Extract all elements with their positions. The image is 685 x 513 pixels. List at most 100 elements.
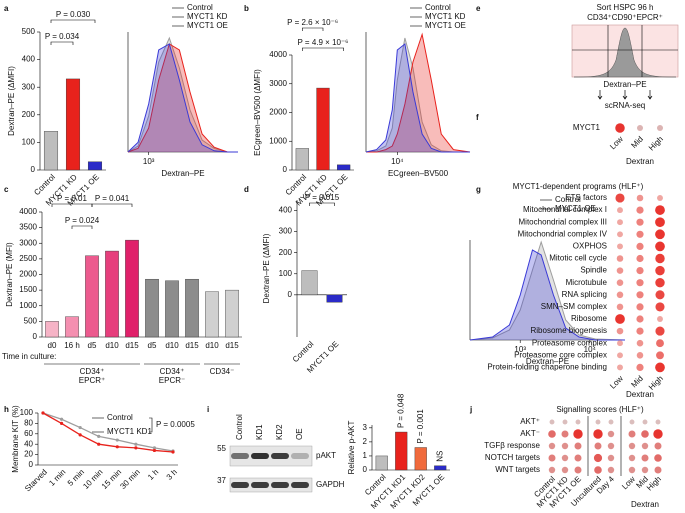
- y-tick-label: 2000: [19, 270, 37, 279]
- y-tick-label: 300: [22, 82, 36, 91]
- x-tick-label: 1 h: [146, 468, 160, 482]
- dot: [594, 442, 602, 450]
- x-tick-label: 1 min: [47, 468, 67, 488]
- dot: [616, 267, 624, 274]
- y-tick-label: 0: [283, 165, 288, 174]
- y-tick-label: 0: [29, 460, 34, 469]
- column-label: High: [645, 475, 663, 493]
- dot: [637, 125, 643, 131]
- dot: [655, 290, 665, 300]
- y-tick-label: 200: [22, 110, 36, 119]
- p-value: P = 4.9 × 10⁻⁶: [298, 38, 349, 47]
- row-label: Protein-folding chaperone binding: [487, 363, 607, 372]
- y-tick-label: 4000: [269, 50, 287, 59]
- band: [231, 453, 249, 459]
- panel-letter: a: [4, 4, 9, 13]
- bar: [301, 270, 318, 296]
- schematic-xlabel: Dextran–PE: [603, 80, 646, 89]
- y-tick-label: 4000: [19, 207, 37, 216]
- bar: [326, 294, 343, 303]
- dot: [656, 339, 664, 348]
- dot: [607, 454, 615, 462]
- dot: [616, 327, 624, 335]
- x-tick-label: 16 h: [64, 341, 80, 350]
- x-tick-label: d15: [125, 341, 139, 350]
- p-value: P = 0.001: [416, 409, 425, 444]
- band: [251, 482, 269, 488]
- density-line: [127, 43, 238, 153]
- dot: [641, 430, 649, 438]
- marker: [59, 417, 64, 421]
- density-line: [366, 32, 471, 153]
- p-value: NS: [435, 451, 444, 462]
- x-tick-label: d0: [48, 341, 57, 350]
- dot: [594, 466, 602, 474]
- dot: [617, 243, 623, 250]
- lane-label: KD1: [255, 424, 264, 440]
- x-axis-label: Dextran–PE: [526, 357, 569, 366]
- x-tick-label: d15: [225, 341, 239, 350]
- dot: [636, 279, 644, 287]
- y-tick-label: 0: [288, 290, 293, 299]
- y-tick-label: 500: [22, 27, 36, 36]
- y-tick-label: 2500: [19, 254, 37, 263]
- bracket: [50, 41, 74, 45]
- dot: [636, 303, 644, 311]
- band: [271, 453, 289, 459]
- x-tick-label: d15: [185, 341, 199, 350]
- x-tick-label: d10: [165, 341, 179, 350]
- band-label: pAKT: [316, 451, 336, 460]
- x-tick-label: 10 min: [81, 468, 104, 491]
- bar: [185, 278, 199, 338]
- dot: [593, 453, 603, 463]
- bar: [414, 447, 427, 471]
- dot: [617, 219, 623, 226]
- x-tick-label: 30 min: [118, 468, 141, 491]
- dot: [653, 429, 663, 439]
- line: [42, 412, 174, 452]
- band: [291, 482, 309, 488]
- dot: [641, 466, 649, 474]
- panel-letter: e: [476, 4, 481, 13]
- schematic-title: Sort HSPC 96 h: [597, 3, 654, 12]
- row-label: Mitochondrial complex III: [519, 217, 607, 226]
- bar: [87, 161, 103, 171]
- y-axis-label: Dextran–PE (ΔMFI): [7, 66, 16, 136]
- dot: [615, 123, 625, 133]
- area-fill: [366, 34, 470, 152]
- arrow: [622, 90, 628, 100]
- dot: [654, 442, 662, 450]
- y-axis-label: Dextran–PE (ΔMFI): [262, 233, 271, 303]
- dot: [628, 430, 636, 438]
- row-label: AKT⁻: [520, 429, 540, 438]
- dot: [607, 442, 615, 450]
- group-label: CD34⁺: [80, 367, 105, 376]
- dot: [636, 206, 644, 214]
- row-label: Mitochondrial complex I: [523, 205, 607, 214]
- dot: [654, 466, 662, 474]
- dot: [615, 193, 625, 203]
- p-value: P = 0.041: [95, 194, 130, 203]
- bar: [295, 148, 309, 171]
- dot: [562, 419, 568, 425]
- density-line: [469, 249, 625, 341]
- arrow: [647, 90, 653, 100]
- dot: [636, 254, 644, 263]
- panel-letter: j: [469, 405, 472, 414]
- y-tick-label: 200: [279, 248, 293, 257]
- dot: [655, 277, 665, 288]
- bar: [43, 131, 59, 171]
- lane-label: Control: [235, 414, 244, 440]
- row-label: OXPHOS: [573, 242, 607, 251]
- row-label: TGFβ response: [484, 441, 540, 450]
- y-tick-label: 1000: [19, 301, 37, 310]
- dot: [574, 442, 582, 450]
- group-label: CD34⁺: [160, 367, 185, 376]
- dot: [642, 419, 648, 425]
- dot: [616, 303, 624, 311]
- p-value: P = 0.048: [396, 393, 405, 428]
- row-label: Microtubule: [566, 278, 608, 287]
- dot: [548, 454, 556, 462]
- row-label: RNA splicing: [562, 290, 607, 299]
- dot: [575, 419, 581, 425]
